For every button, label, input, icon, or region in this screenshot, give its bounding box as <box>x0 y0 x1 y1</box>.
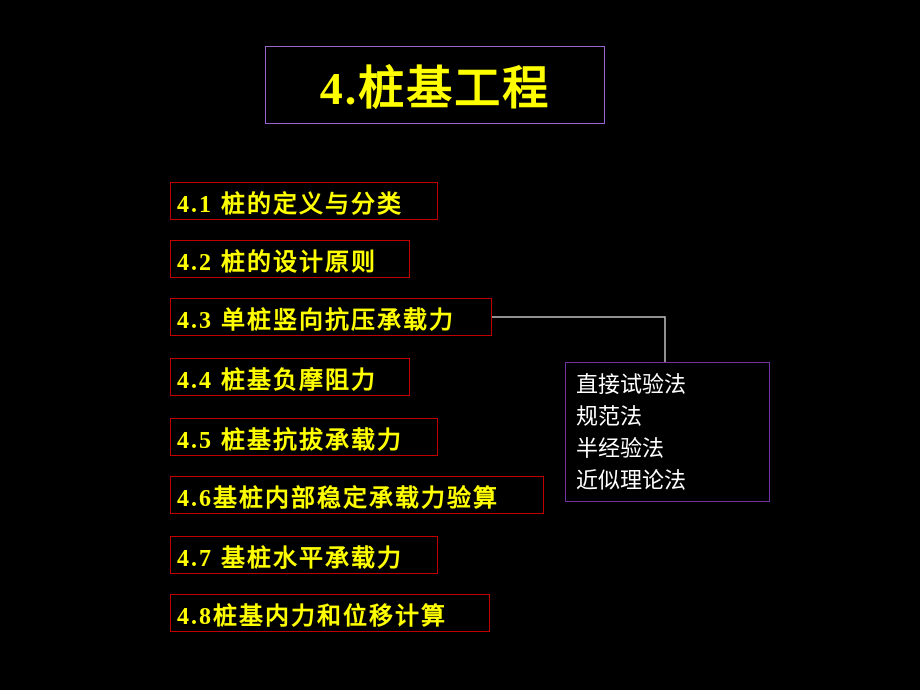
method-line-2: 规范法 <box>576 401 759 433</box>
method-line-4: 近似理论法 <box>576 465 759 497</box>
method-line-3: 半经验法 <box>576 433 759 465</box>
method-line-1: 直接试验法 <box>576 369 759 401</box>
methods-subbox: 直接试验法规范法半经验法近似理论法 <box>565 362 770 502</box>
connector-line <box>0 0 920 690</box>
slide-canvas: 4.桩基工程 4.1 桩的定义与分类4.2 桩的设计原则4.3 单桩竖向抗压承载… <box>0 0 920 690</box>
